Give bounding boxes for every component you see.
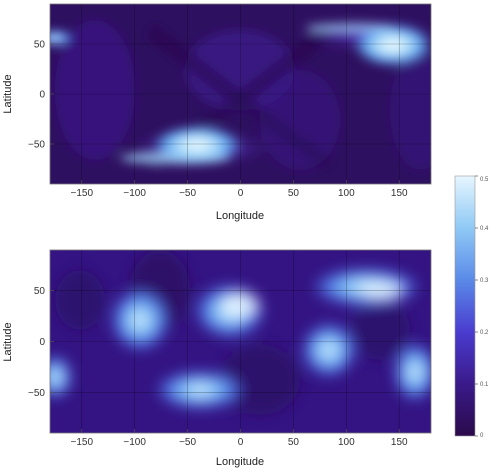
colorbar-tick-label: 0 [480, 433, 484, 439]
bottom-x-tick-label: 150 [391, 437, 408, 448]
top-x-tick-label: −150 [70, 188, 93, 199]
top-heatmap: −150 −100 −50 0 50 100 150 50 0 −50 Longitude Lat… [2, 3, 432, 222]
bottom-axis-ticks: −150 −100 −50 0 50 100 150 50 0 −50 [28, 286, 408, 448]
bottom-x-tick-label: 100 [338, 437, 355, 448]
top-y-tick-label: −50 [28, 140, 45, 151]
top-x-tick-label: 150 [391, 188, 408, 199]
top-x-tick-label: −50 [179, 188, 196, 199]
bottom-y-tick-label: 50 [34, 286, 46, 297]
top-x-tick-label: 0 [238, 188, 244, 199]
top-axis-ticks: −150 −100 −50 0 50 100 150 50 0 −50 [28, 40, 408, 200]
bottom-gridlines [50, 250, 431, 433]
bottom-y-axis-label: Latitude [2, 322, 14, 361]
top-gridlines [50, 4, 431, 184]
top-y-axis-label: Latitude [2, 74, 14, 113]
top-x-tick-label: −100 [123, 188, 146, 199]
top-x-axis-label: Longitude [216, 210, 264, 222]
colorbar-gradient [454, 175, 476, 437]
bottom-x-tick-label: −50 [179, 437, 196, 448]
top-y-tick-label: 0 [39, 90, 45, 101]
bottom-heatmap-field [50, 250, 431, 433]
colorbar: 0.5 0.4 0.3 0.2 0.1 0 [454, 175, 489, 439]
bottom-x-tick-label: 50 [288, 437, 300, 448]
bottom-y-tick-label: −50 [28, 388, 45, 399]
colorbar-tick-label: 0.3 [480, 278, 489, 284]
colorbar-tick-label: 0.2 [480, 330, 489, 336]
bottom-x-axis-label: Longitude [216, 456, 264, 468]
colorbar-tick-label: 0.1 [480, 382, 489, 388]
bottom-heatmap: −150 −100 −50 0 50 100 150 50 0 −50 Longitude Lat… [2, 249, 432, 468]
top-x-tick-label: 50 [288, 188, 300, 199]
top-y-tick-label: 50 [34, 40, 46, 51]
top-heatmap-field [50, 4, 431, 184]
colorbar-ticks: 0.5 0.4 0.3 0.2 0.1 0 [475, 175, 489, 439]
top-x-tick-label: 100 [338, 188, 355, 199]
bottom-x-tick-label: −150 [70, 437, 93, 448]
bottom-x-tick-label: −100 [123, 437, 146, 448]
colorbar-tick-label: 0.4 [480, 226, 489, 232]
bottom-x-tick-label: 0 [238, 437, 244, 448]
bottom-y-tick-label: 0 [39, 337, 45, 348]
colorbar-tick-label: 0.5 [480, 177, 489, 183]
